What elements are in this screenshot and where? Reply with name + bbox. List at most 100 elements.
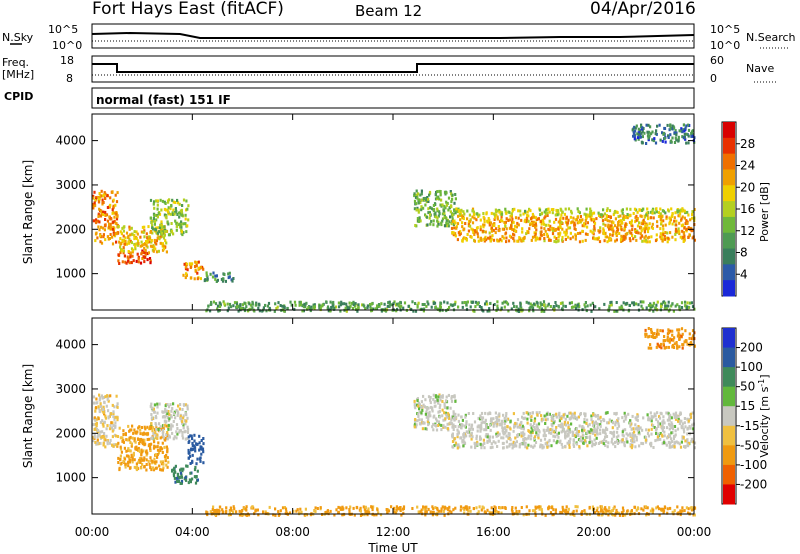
echo-cell bbox=[187, 481, 190, 485]
echo-cell bbox=[602, 229, 605, 233]
echo-cell bbox=[141, 257, 144, 260]
echo-cell bbox=[655, 427, 658, 431]
echo-cell bbox=[636, 415, 639, 419]
y-tick-label: 1000 bbox=[55, 267, 86, 281]
echo-cell bbox=[305, 301, 308, 305]
echo-cell bbox=[609, 301, 612, 305]
echo-cell bbox=[103, 396, 106, 399]
echo-cell bbox=[95, 421, 98, 425]
echo-cell bbox=[647, 335, 650, 339]
echo-cell bbox=[541, 444, 544, 447]
echo-cell bbox=[451, 304, 454, 308]
echo-cell bbox=[174, 207, 177, 210]
echo-cell bbox=[277, 513, 280, 517]
echo-cell bbox=[496, 431, 500, 435]
echo-cell bbox=[179, 471, 182, 475]
echo-cell bbox=[92, 196, 95, 200]
echo-cell bbox=[487, 412, 490, 416]
echo-cell bbox=[504, 210, 507, 214]
echo-cell bbox=[423, 507, 426, 511]
echo-cell bbox=[364, 307, 367, 311]
echo-cell bbox=[413, 199, 417, 203]
echo-cell bbox=[560, 430, 563, 434]
echo-cell bbox=[586, 431, 589, 435]
echo-cell bbox=[456, 428, 459, 432]
echo-cell bbox=[631, 437, 634, 441]
echo-cell bbox=[112, 410, 115, 414]
echo-cell bbox=[114, 421, 117, 425]
echo-cell bbox=[538, 505, 541, 509]
echo-cell bbox=[691, 134, 694, 138]
echo-cell bbox=[131, 254, 134, 258]
echo-cell bbox=[425, 198, 428, 202]
echo-cell bbox=[105, 404, 108, 408]
echo-cell bbox=[616, 420, 619, 424]
echo-cell bbox=[665, 217, 668, 221]
echo-cell bbox=[422, 197, 425, 200]
echo-cell bbox=[662, 300, 666, 304]
echo-cell bbox=[504, 506, 507, 510]
echo-cell bbox=[683, 132, 686, 136]
echo-cell bbox=[187, 218, 190, 222]
echo-cell bbox=[567, 226, 570, 230]
echo-cell bbox=[578, 211, 581, 215]
echo-cell bbox=[678, 419, 681, 423]
echo-cell bbox=[156, 203, 159, 207]
echo-cell bbox=[160, 427, 163, 431]
echo-cell bbox=[531, 303, 534, 307]
echo-cell bbox=[345, 309, 348, 313]
echo-cell bbox=[97, 215, 100, 218]
colorbar-swatch bbox=[723, 122, 735, 139]
echo-cell bbox=[557, 435, 560, 439]
echo-cell bbox=[602, 227, 605, 231]
echo-cell bbox=[618, 232, 621, 235]
echo-cell bbox=[267, 301, 271, 305]
echo-cell bbox=[95, 406, 98, 410]
echo-cell bbox=[465, 430, 468, 434]
echo-cell bbox=[109, 196, 112, 200]
echo-cell bbox=[471, 301, 474, 304]
echo-cell bbox=[634, 126, 637, 130]
echo-cell bbox=[223, 273, 226, 276]
echo-cell bbox=[605, 411, 608, 415]
echo-cell bbox=[530, 418, 533, 422]
echo-cell bbox=[651, 416, 654, 420]
echo-cell bbox=[448, 505, 451, 509]
echo-cell bbox=[163, 410, 167, 414]
echo-cell bbox=[644, 328, 647, 332]
echo-cell bbox=[522, 513, 525, 517]
echo-cell bbox=[181, 434, 184, 438]
echo-cell bbox=[116, 435, 120, 438]
echo-cell bbox=[522, 442, 525, 446]
echo-cell bbox=[586, 429, 589, 433]
echo-cell bbox=[483, 446, 486, 450]
echo-cell bbox=[313, 509, 316, 512]
echo-cell bbox=[549, 224, 552, 228]
echo-cell bbox=[502, 436, 505, 440]
echo-cell bbox=[185, 419, 188, 423]
echo-cell bbox=[527, 443, 530, 447]
echo-cell bbox=[539, 438, 543, 442]
echo-cell bbox=[135, 259, 138, 263]
echo-cell bbox=[178, 202, 181, 206]
echo-cell bbox=[107, 237, 110, 241]
echo-cell bbox=[664, 231, 667, 234]
echo-cell bbox=[625, 302, 628, 306]
echo-cell bbox=[673, 434, 676, 438]
echo-cell bbox=[455, 225, 458, 229]
echo-cell bbox=[454, 300, 457, 304]
echo-cell bbox=[350, 301, 354, 305]
echo-cell bbox=[444, 216, 447, 220]
echo-cell bbox=[106, 219, 109, 223]
echo-cell bbox=[92, 423, 95, 427]
echo-cell bbox=[487, 426, 490, 429]
echo-cell bbox=[399, 509, 402, 512]
echo-cell bbox=[542, 445, 545, 449]
echo-cell bbox=[474, 446, 477, 450]
echo-cell bbox=[483, 220, 486, 223]
echo-cell bbox=[117, 225, 120, 229]
echo-cell bbox=[515, 511, 518, 515]
echo-cell bbox=[98, 398, 101, 402]
echo-cell bbox=[146, 432, 150, 436]
echo-cell bbox=[543, 309, 546, 313]
